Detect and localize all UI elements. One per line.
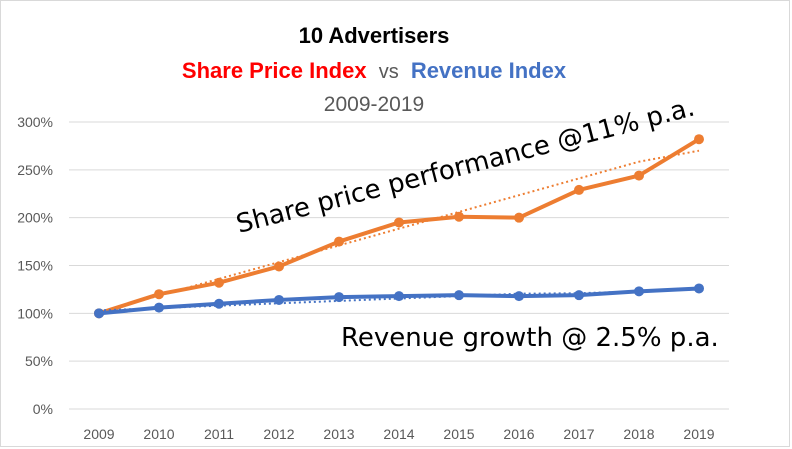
share-price-point — [274, 261, 284, 272]
revenue-point — [694, 283, 704, 294]
y-tick-label: 0% — [33, 401, 53, 417]
share-price-point — [514, 212, 524, 223]
revenue-point — [94, 308, 104, 319]
revenue-title: Revenue Index — [411, 58, 567, 83]
y-tick-label: 50% — [25, 353, 53, 369]
revenue-point — [634, 286, 644, 297]
plot-area — [94, 134, 704, 319]
y-axis: 0% 50% 100% 150% 200% 250% 300% — [17, 114, 53, 417]
share-price-point — [634, 170, 644, 181]
revenue-point — [154, 302, 164, 313]
vs-label: vs — [379, 61, 399, 83]
x-tick-label: 2014 — [383, 426, 414, 442]
share-price-title: Share Price Index — [182, 58, 367, 83]
x-tick-label: 2015 — [443, 426, 474, 442]
x-tick-label: 2010 — [143, 426, 174, 442]
y-tick-label: 100% — [17, 305, 53, 321]
share-price-point — [694, 134, 704, 145]
x-axis: 2009 2010 2011 2012 2013 2014 2015 2016 2017 2018… — [83, 426, 714, 442]
share-price-point — [454, 211, 464, 222]
revenue-point — [334, 292, 344, 303]
x-tick-label: 2012 — [263, 426, 294, 442]
y-tick-label: 150% — [17, 258, 53, 274]
chart-title: 10 Advertisers — [299, 23, 450, 48]
x-tick-label: 2016 — [503, 426, 534, 442]
y-tick-label: 200% — [17, 210, 53, 226]
share-price-point — [214, 277, 224, 288]
chart-subtitle: Share Price Index vs Revenue Index — [182, 58, 567, 83]
revenue-point — [514, 291, 524, 302]
share-price-point — [334, 236, 344, 247]
revenue-point — [574, 290, 584, 301]
revenue-point — [214, 298, 224, 309]
revenue-point — [274, 294, 284, 305]
share-price-point — [154, 289, 164, 300]
x-tick-label: 2018 — [623, 426, 654, 442]
revenue-point — [394, 291, 404, 302]
x-tick-label: 2019 — [683, 426, 714, 442]
x-tick-label: 2013 — [323, 426, 354, 442]
x-tick-label: 2009 — [83, 426, 114, 442]
x-tick-label: 2011 — [204, 426, 234, 442]
y-tick-label: 300% — [17, 114, 53, 130]
share-price-point — [574, 184, 584, 195]
share-price-point — [394, 217, 404, 228]
x-tick-label: 2017 — [563, 426, 594, 442]
share-price-trendline — [98, 149, 700, 314]
chart-years: 2009-2019 — [324, 93, 424, 116]
revenue-annotation: Revenue growth @ 2.5% p.a. — [341, 323, 719, 353]
revenue-point — [454, 290, 464, 301]
y-tick-label: 250% — [17, 162, 53, 178]
